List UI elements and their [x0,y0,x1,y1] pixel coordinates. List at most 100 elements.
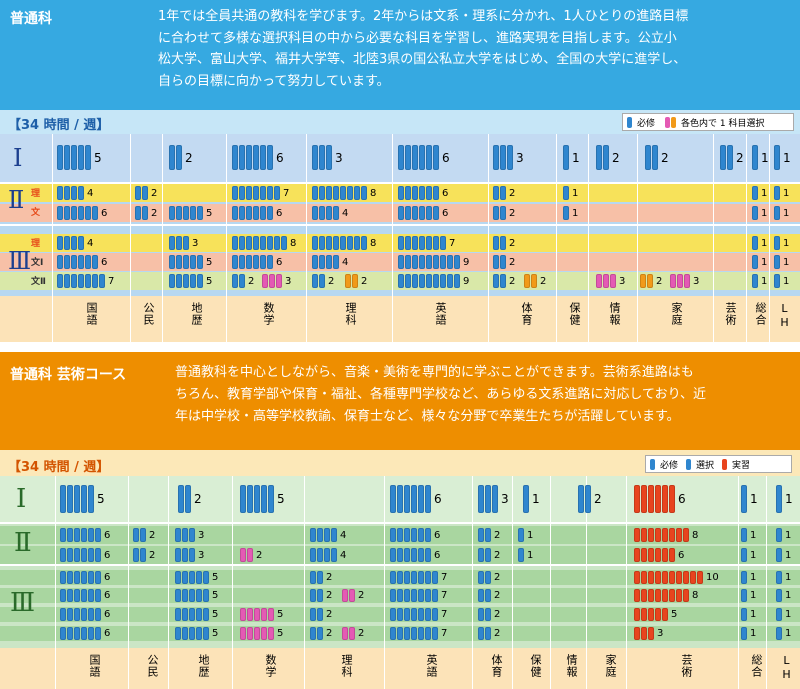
credit-block [390,528,396,542]
credit-count: 1 [785,609,792,620]
credit-block [447,255,453,269]
credit-cell: 1 [752,235,767,251]
credit-cell: 2 [135,185,157,201]
credit-block [85,145,91,170]
credit-block [67,485,73,513]
credit-cell: 6 [232,205,282,221]
credit-block [610,274,616,288]
credit-block [426,274,432,288]
credit-block [390,548,396,562]
credit-block [85,206,91,220]
credit-cell: 5 [240,484,285,514]
credit-block [426,206,432,220]
credit-cell: 4 [310,547,346,563]
credit-cell: 1 [774,235,789,251]
credit-count: 6 [678,549,685,561]
weekly-hours-label: 【34 時間 / 週】 [8,460,110,475]
credit-count: 2 [151,207,158,219]
legend: 必修 各色内で 1 科目選択 [622,113,794,131]
credit-block [741,548,747,562]
credit-count: 6 [104,628,111,639]
credit-block [319,274,325,288]
credit-block [697,571,703,584]
credit-block [182,608,188,621]
subject-label-geo-history: 地歴 [197,654,210,678]
credit-cell: 8 [312,235,376,251]
credit-block [433,255,439,269]
credit-block [776,627,782,640]
credit-block [683,528,689,542]
credit-cell: 6 [60,626,110,641]
credit-block [60,627,66,640]
credit-count: 1 [785,492,793,506]
credit-count: 2 [326,590,333,601]
credit-count: 5 [212,609,219,620]
credit-count: 2 [494,590,501,601]
credit-block [81,571,87,584]
credit-block [74,528,80,542]
credit-count: 1 [750,609,757,620]
credit-block [433,274,439,288]
credit-block [317,608,323,621]
credit-cell: 7 [398,235,455,251]
credit-block [655,528,661,542]
credit-block [412,274,418,288]
subject-label-geo-history: 地歴 [190,302,203,326]
general-course-header: 普通科 1年では全員共通の教科を学びます。2年からは文系・理系に分かれ、1人ひと… [0,0,800,110]
subject-label-info: 情報 [565,654,578,678]
credit-block [397,485,403,513]
credit-block [412,255,418,269]
credit-block [776,548,782,562]
credit-block [140,548,146,562]
credit-block [411,548,417,562]
credit-count: 5 [671,609,678,620]
subject-label-english: 英語 [425,654,438,678]
credit-cell: 1 [741,547,756,563]
credit-block [317,627,323,640]
credit-block [239,255,245,269]
credit-block [741,589,747,602]
credit-block [331,548,337,562]
credit-block [397,528,403,542]
year-2-label: Ⅱ [14,528,32,558]
credit-cell: 1 [741,484,758,514]
credit-block [454,274,460,288]
credit-block [603,145,609,170]
credit-count: 6 [442,207,449,219]
credit-block [563,186,569,200]
credit-block [92,274,98,288]
track-label: 理 [31,239,41,249]
credit-block [60,548,66,562]
credit-block [142,186,148,200]
credit-block [71,236,77,250]
credit-block [634,589,640,602]
credit-count: 2 [509,187,516,199]
subject-label-math: 数学 [262,302,275,326]
credit-block [60,608,66,621]
credit-count: 3 [501,492,509,506]
credit-count: 3 [693,275,700,287]
credit-block [60,571,66,584]
credit-block [189,528,195,542]
credit-block [78,255,84,269]
credit-block [776,608,782,621]
credit-block [78,274,84,288]
credit-block [197,274,203,288]
credit-block [67,627,73,640]
credit-block [404,608,410,621]
credit-block [662,608,668,621]
credit-cell: 1 [523,484,540,514]
credit-block [95,528,101,542]
credit-block [67,608,73,621]
credit-block [176,206,182,220]
credit-count: 3 [516,150,524,165]
general-course-description: 1年では全員共通の教科を学びます。2年からは文系・理系に分かれ、1人ひとりの進路… [158,6,688,92]
credit-block [81,589,87,602]
legend-elective-label: 選択 [696,460,715,471]
credit-block [404,589,410,602]
track-label: 文Ⅰ [31,258,44,268]
credit-cell: 1 [563,185,578,201]
credit-block [175,627,181,640]
desc-line: 自らの目標に向かって努力しています。 [158,73,390,89]
credit-block [268,627,274,640]
